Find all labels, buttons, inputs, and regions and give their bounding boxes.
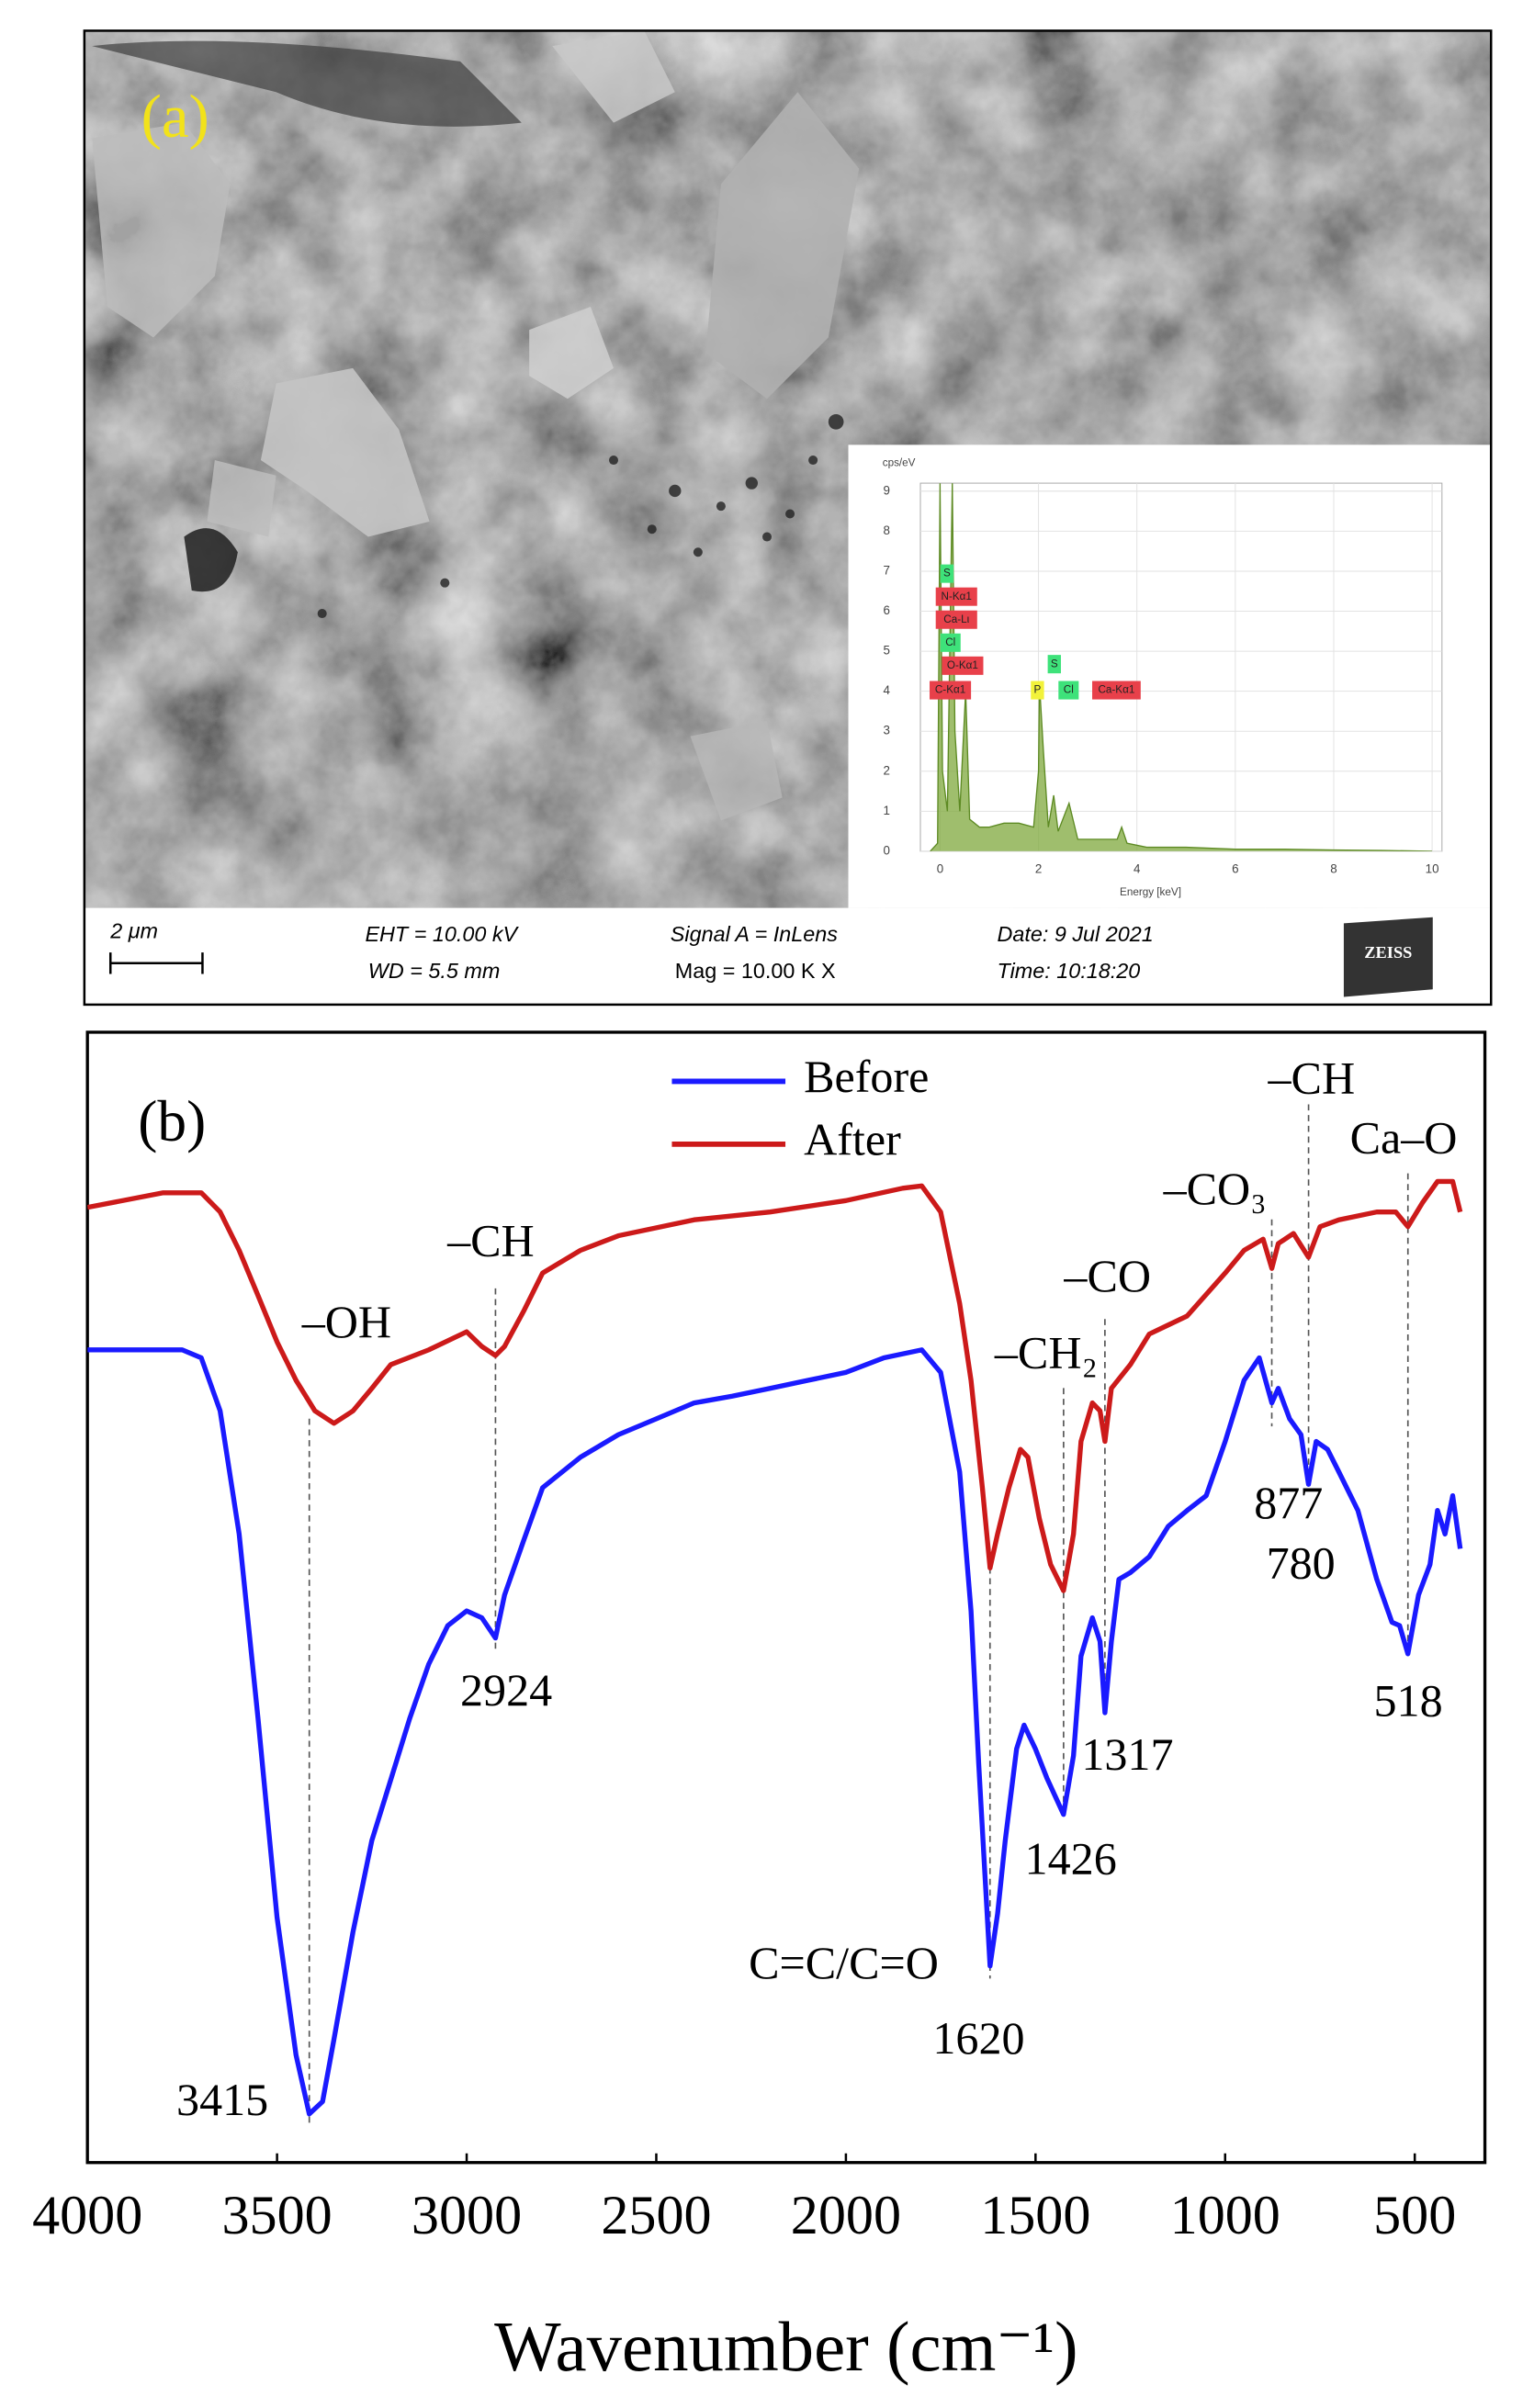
y-tick-label: 8 [884,523,890,537]
x-tick-label: 2500 [601,2185,711,2246]
spectrum-line [87,1178,1463,1593]
peak-tag [935,587,977,606]
x-tick-label: 500 [1373,2185,1456,2246]
time: Time: 10:18:20 [998,959,1141,983]
brand-logo [1343,917,1433,997]
x-tick-label: 10 [1426,861,1439,875]
sem-particle [690,720,783,821]
brand: ZEISS [1364,943,1412,962]
peak-label: P [1034,684,1042,696]
y-tick-label: 0 [884,843,890,857]
plot-frame [85,1030,1487,2165]
annotation-value: 780 [1267,1536,1336,1588]
x-tick-label: 0 [937,861,943,875]
peak-tag [940,633,961,652]
x-tick-label: 8 [1330,861,1337,875]
info-texts: 2 μm EHT = 10.00 kV WD = 5.5 mm Signal A… [109,919,1153,983]
annotation-value: 518 [1373,1675,1442,1727]
date: Date: 9 Jul 2021 [998,922,1154,946]
annotation-group: –CO₃ [1163,1163,1267,1214]
panel-b-label: (b) [138,1088,206,1153]
x-tick-label: 2000 [791,2185,901,2246]
annotation-group: –OH [301,1296,391,1347]
peak-tag [942,656,984,675]
annotation-group: –CH₂ [994,1326,1098,1378]
y-tick-label: 1 [884,804,890,817]
x-tick-label: 1500 [980,2185,1090,2246]
y-tick-label: 9 [884,483,890,497]
peak-label: O-Kα1 [947,659,978,671]
sem-pores [317,413,844,619]
peak-label: Cl [945,636,955,648]
spectrum-line [87,1347,1463,2117]
sem-pore [184,528,238,592]
peak-tag [940,564,954,583]
peak-label: Ca-Kα1 [1098,684,1134,696]
peak-tag [1058,681,1079,700]
panel-a-frame [83,29,1493,1007]
peak-tag [930,681,972,700]
annotation-group: C=C/C=O [749,1937,939,1988]
peak-tag [1031,681,1044,700]
eds-plot-area [919,482,1443,852]
sem-particle [552,30,675,123]
chart-layer: ElementWight(%)C69.19N0.59O20.17P2.82S1.… [32,456,1463,2386]
x-tick-label: 2 [1035,861,1042,875]
peak-label: Ca-Lι [943,613,969,625]
y-tick-label: 2 [884,763,890,777]
peak-tag [1047,655,1061,674]
x-tick-label: 6 [1232,861,1238,875]
peak-label: S [943,568,951,579]
x-tick-label: 1000 [1170,2185,1280,2246]
y-tick-label: 3 [884,724,890,737]
x-axis-label: Wavenumber (cm⁻¹) [494,2308,1077,2386]
peak-label: S [1051,658,1058,670]
annotation-value: 1426 [1025,1833,1117,1885]
peak-label: N-Kα1 [942,591,972,602]
legend-label: After [804,1113,901,1165]
annotation-value: 2924 [460,1664,552,1716]
y-axis-label: cps/eV [883,456,916,468]
panel-a-label: (a) [141,83,209,151]
x-tick-label: 3500 [222,2185,333,2246]
eht: EHT = 10.00 kV [365,922,519,946]
x-tick-label: 4 [1134,861,1141,875]
peak-tag [1092,681,1141,700]
sem-shadow [92,40,522,127]
scale-bar [108,952,204,974]
peak-label: Cl [1064,684,1074,696]
annotation-group: –CH [1268,1052,1356,1104]
x-tick-label: 3000 [412,2185,522,2246]
scale-label: 2 μm [109,919,158,943]
sem-particle [92,122,231,338]
info-bar [84,907,1492,1005]
sem-particle [705,92,860,399]
sem-particle [207,460,276,537]
annotation-group: Ca–O [1350,1112,1458,1164]
wd: WD = 5.5 mm [368,959,501,983]
mag: Mag = 10.00 K X [675,959,836,983]
y-tick-label: 6 [884,603,890,617]
annotation-value: 1317 [1081,1728,1173,1780]
y-tick-label: 7 [884,563,890,577]
x-tick-label: 4000 [32,2185,142,2246]
sem-particle [529,307,614,399]
peak-tag [935,610,977,629]
peak-label: C-Kα1 [935,684,965,696]
signal: Signal A = InLens [671,922,838,946]
annotation-value: 877 [1254,1477,1323,1528]
annotation-value: 1620 [932,2012,1024,2064]
x-axis-label: Energy [keV] [1120,886,1181,898]
annotation-group: –CH [446,1215,535,1266]
annotation-group: –CO [1063,1250,1151,1301]
y-tick-label: 4 [884,683,891,697]
y-tick-label: 5 [884,644,890,658]
sem-particle [260,367,430,537]
eds-spectrum [930,483,1433,851]
legend-label: Before [804,1051,929,1102]
annotation-value: 3415 [176,2074,268,2125]
